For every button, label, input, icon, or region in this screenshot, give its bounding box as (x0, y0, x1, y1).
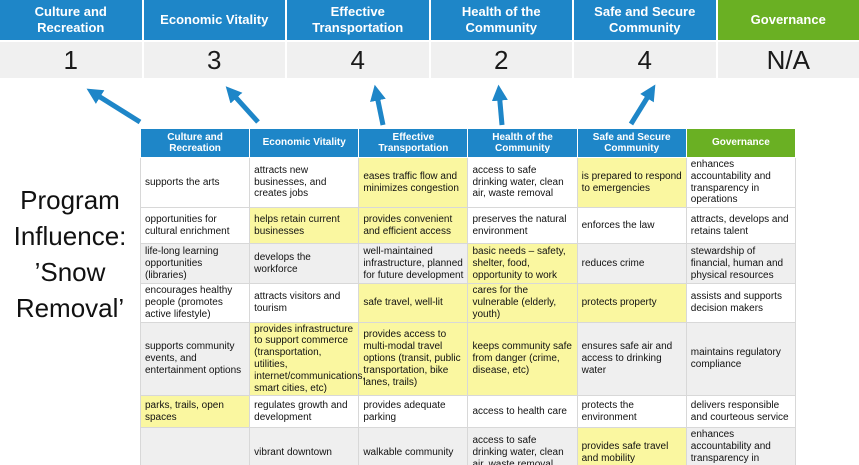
matrix-cell: access to safe drinking water, clean air… (467, 427, 578, 465)
matrix-header-cell: Economic Vitality (249, 128, 360, 158)
matrix-row: supports the arts attracts new businesses… (139, 156, 797, 209)
matrix-cell: provides access to multi-modal travel op… (358, 321, 469, 397)
matrix-cell: develops the workforce (249, 243, 360, 285)
matrix-cell: delivers responsible and courteous servi… (685, 395, 797, 429)
influence-arrows (86, 84, 656, 126)
matrix-row: life-long learning opportunities (librar… (139, 243, 797, 285)
banner-column: Economic Vitality 3 (143, 0, 285, 78)
matrix-cell: provides adequate parking (358, 395, 469, 429)
banner-column: Effective Transportation 4 (287, 0, 429, 78)
matrix-cell: parks, trails, open spaces (139, 395, 251, 429)
matrix-header-cell: Culture and Recreation (139, 128, 251, 158)
matrix-cell: attracts visitors and tourism (249, 283, 360, 323)
matrix-cell: helps retain current businesses (249, 207, 360, 245)
matrix-cell: cares for the vulnerable (elderly, youth… (467, 283, 578, 323)
matrix-cell: assists and supports decision makers (685, 283, 797, 323)
matrix-row: opportunities for cultural enrichment hel… (139, 207, 797, 245)
banner-category-label: Health of the Community (430, 0, 572, 40)
matrix-cell: life-long learning opportunities (librar… (139, 243, 251, 285)
banner-column: Health of the Community 2 (430, 0, 572, 78)
matrix-cell: provides safe travel and mobility (576, 427, 687, 465)
banner-category-label: Economic Vitality (143, 0, 285, 40)
matrix-cell: protects the environment (576, 395, 687, 429)
matrix-cell: encourages healthy people (promotes acti… (139, 283, 251, 323)
matrix-cell: opportunities for cultural enrichment (139, 207, 251, 245)
matrix-cell: vibrant downtown (249, 427, 360, 465)
matrix-row: parks, trails, open spaces regulates grow… (139, 395, 797, 429)
banner-score-value: 1 (0, 42, 142, 78)
banner-score-value: 2 (430, 42, 572, 78)
banner-score-value: 3 (143, 42, 285, 78)
banner-category-label: Effective Transportation (287, 0, 429, 40)
program-label-line: Removal’ (15, 293, 125, 323)
matrix-cell: basic needs – safety, shelter, food, opp… (467, 243, 578, 285)
arrow-health-of-the-community (491, 84, 508, 126)
matrix-cell: stewardship of financial, human and phys… (685, 243, 797, 285)
matrix-cell: eases traffic flow and minimizes congest… (358, 156, 469, 209)
matrix-cell: preserves the natural environment (467, 207, 578, 245)
program-label-line: Influence: (13, 221, 127, 251)
program-label-line: Program (20, 185, 120, 215)
banner-score-value: N/A (717, 42, 859, 78)
matrix-header-cell: Safe and Secure Community (576, 128, 687, 158)
matrix-cell: walkable community (358, 427, 469, 465)
program-label-line: ’Snow (34, 257, 106, 287)
matrix-cell: regulates growth and development (249, 395, 360, 429)
arrow-safe-and-secure-community (628, 84, 656, 126)
matrix-row: encourages healthy people (promotes acti… (139, 283, 797, 323)
matrix-cell: maintains regulatory compliance (685, 321, 797, 397)
matrix-cell: access to health care (467, 395, 578, 429)
matrix-header-cell: Effective Transportation (358, 128, 469, 158)
matrix-cell: enhances accountability and transparency… (685, 427, 797, 465)
banner-column: Safe and Secure Community 4 (574, 0, 716, 78)
banner-column: Governance N/A (717, 0, 859, 78)
banner-score-value: 4 (574, 42, 716, 78)
matrix-cell: is prepared to respond to emergencies (576, 156, 687, 209)
matrix-cell: supports community events, and entertain… (139, 321, 251, 397)
matrix-cell: access to safe drinking water, clean air… (467, 156, 578, 209)
matrix-cell: protects property (576, 283, 687, 323)
matrix-cell: attracts new businesses, and creates job… (249, 156, 360, 209)
matrix-cell: provides convenient and efficient access (358, 207, 469, 245)
matrix-header-cell: Health of the Community (467, 128, 578, 158)
matrix-header-cell: Governance (685, 128, 797, 158)
banner-category-label: Governance (717, 0, 859, 40)
banner-category-label: Culture and Recreation (0, 0, 142, 40)
matrix-header-row: Culture and Recreation Economic Vitality E… (139, 128, 797, 158)
matrix-cell: safe travel, well-lit (358, 283, 469, 323)
matrix-cell: enforces the law (576, 207, 687, 245)
matrix-cell: reduces crime (576, 243, 687, 285)
matrix-cell: enhances accountability and transparency… (685, 156, 797, 209)
arrow-economic-vitality (225, 86, 260, 124)
influence-matrix: Culture and Recreation Economic Vitality E… (139, 128, 797, 465)
matrix-row: vibrant downtown walkable community access… (139, 427, 797, 465)
banner-column: Culture and Recreation 1 (0, 0, 142, 78)
matrix-cell (139, 427, 251, 465)
program-influence-label: Program Influence: ’Snow Removal’ (0, 182, 140, 326)
matrix-cell: well-maintained infrastructure, planned … (358, 243, 469, 285)
matrix-cell: ensures safe air and access to drinking … (576, 321, 687, 397)
matrix-body: supports the arts attracts new businesses… (139, 156, 797, 465)
arrow-culture-and-recreation (86, 88, 142, 125)
matrix-cell: keeps community safe from danger (crime,… (467, 321, 578, 397)
matrix-cell: provides infrastructure to support comme… (249, 321, 365, 397)
score-banner: Culture and Recreation 1 Economic Vitality… (0, 0, 859, 78)
banner-score-value: 4 (287, 42, 429, 78)
arrow-effective-transportation (370, 84, 386, 126)
matrix-cell: supports the arts (139, 156, 251, 209)
matrix-cell: attracts, develops and retains talent (685, 207, 797, 245)
matrix-row: supports community events, and entertain… (139, 321, 797, 397)
banner-category-label: Safe and Secure Community (574, 0, 716, 40)
